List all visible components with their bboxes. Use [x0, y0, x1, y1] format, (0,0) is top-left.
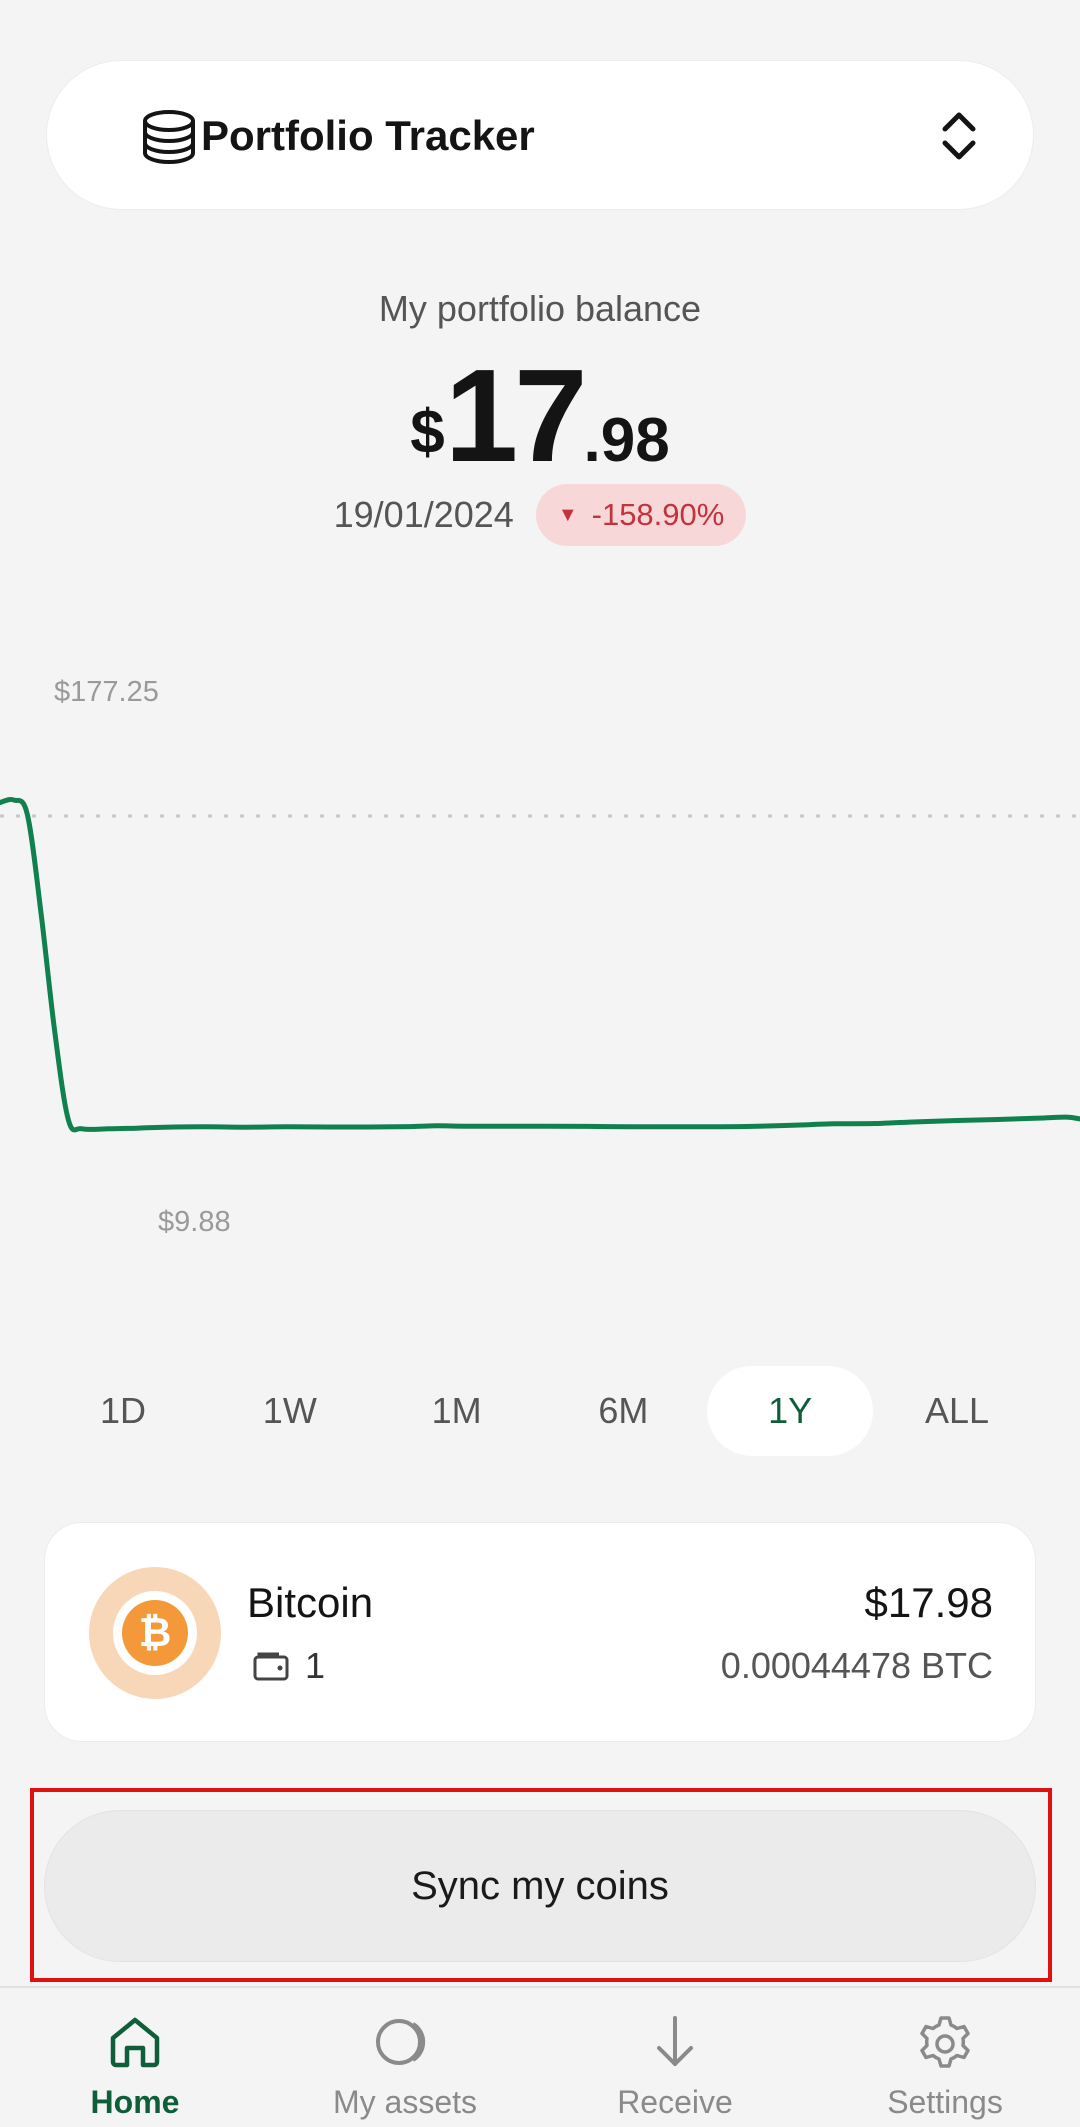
balance-line	[0, 796, 1080, 1133]
change-badge: ▼ -158.90%	[535, 484, 747, 546]
chart-svg	[0, 796, 1080, 1133]
change-percent: -158.90%	[591, 497, 725, 532]
bottom-nav: Home My assets Receive Settings	[0, 1986, 1080, 2127]
highlight-box	[30, 1788, 1052, 1982]
range-tabs: 1D 1W 1M 6M 1Y ALL	[40, 1366, 1040, 1456]
wallet-count: 1	[305, 1645, 326, 1686]
tab-6m[interactable]: 6M	[598, 1390, 649, 1431]
balance-integer: 17	[444, 342, 588, 489]
tab-1w[interactable]: 1W	[262, 1390, 317, 1431]
balance-chart[interactable]: $177.25 $9.88	[0, 660, 1080, 1260]
balance-date: 19/01/2024	[333, 494, 514, 535]
nav-settings[interactable]: Settings	[810, 1988, 1080, 2127]
nav-settings-label: Settings	[887, 2084, 1003, 2120]
asset-amount: 0.00044478 BTC	[720, 1645, 993, 1686]
home-icon	[110, 2017, 160, 2068]
portfolio-name: Portfolio Tracker	[201, 112, 535, 159]
nav-home-label: Home	[90, 2084, 180, 2120]
tab-1y[interactable]: 1Y	[707, 1366, 874, 1456]
balance-currency: $	[410, 398, 445, 467]
nav-receive[interactable]: Receive	[540, 1988, 810, 2127]
down-triangle-icon: ▼	[557, 503, 578, 526]
tab-1d[interactable]: 1D	[99, 1390, 147, 1431]
assets-icon	[376, 2019, 426, 2065]
wallet-icon	[253, 1652, 289, 1681]
tab-1m[interactable]: 1M	[431, 1390, 482, 1431]
receive-icon	[657, 2016, 693, 2066]
chart-max-label: $177.25	[54, 676, 159, 708]
wallet-count-row: 1	[253, 1645, 325, 1687]
bitcoin-icon: ₿	[89, 1567, 221, 1699]
asset-value: $17.98	[864, 1579, 993, 1626]
balance-label: My portfolio balance	[378, 288, 702, 329]
chevron-updown-icon	[942, 112, 976, 160]
portfolio-selector[interactable]: Portfolio Tracker	[46, 60, 1034, 210]
settings-icon	[920, 2016, 970, 2068]
tab-all[interactable]: ALL	[924, 1390, 990, 1431]
nav-home[interactable]: Home	[0, 1988, 270, 2127]
asset-card-bitcoin[interactable]: ₿ Bitcoin 1 $17.98 0.00044478 BTC	[44, 1522, 1036, 1742]
sync-coins-button[interactable]: Sync my coins	[44, 1810, 1036, 1962]
balance-meta: 19/01/2024 ▼ -158.90%	[0, 484, 1080, 546]
balance-decimal: .98	[583, 406, 670, 475]
database-icon	[143, 110, 195, 165]
nav-my-assets[interactable]: My assets	[270, 1988, 540, 2127]
portfolio-balance: $17.98	[0, 340, 1080, 491]
chart-min-label: $9.88	[158, 1206, 231, 1238]
nav-receive-label: Receive	[617, 2084, 733, 2120]
nav-my-assets-label: My assets	[332, 2084, 478, 2120]
asset-name: Bitcoin	[247, 1579, 374, 1626]
